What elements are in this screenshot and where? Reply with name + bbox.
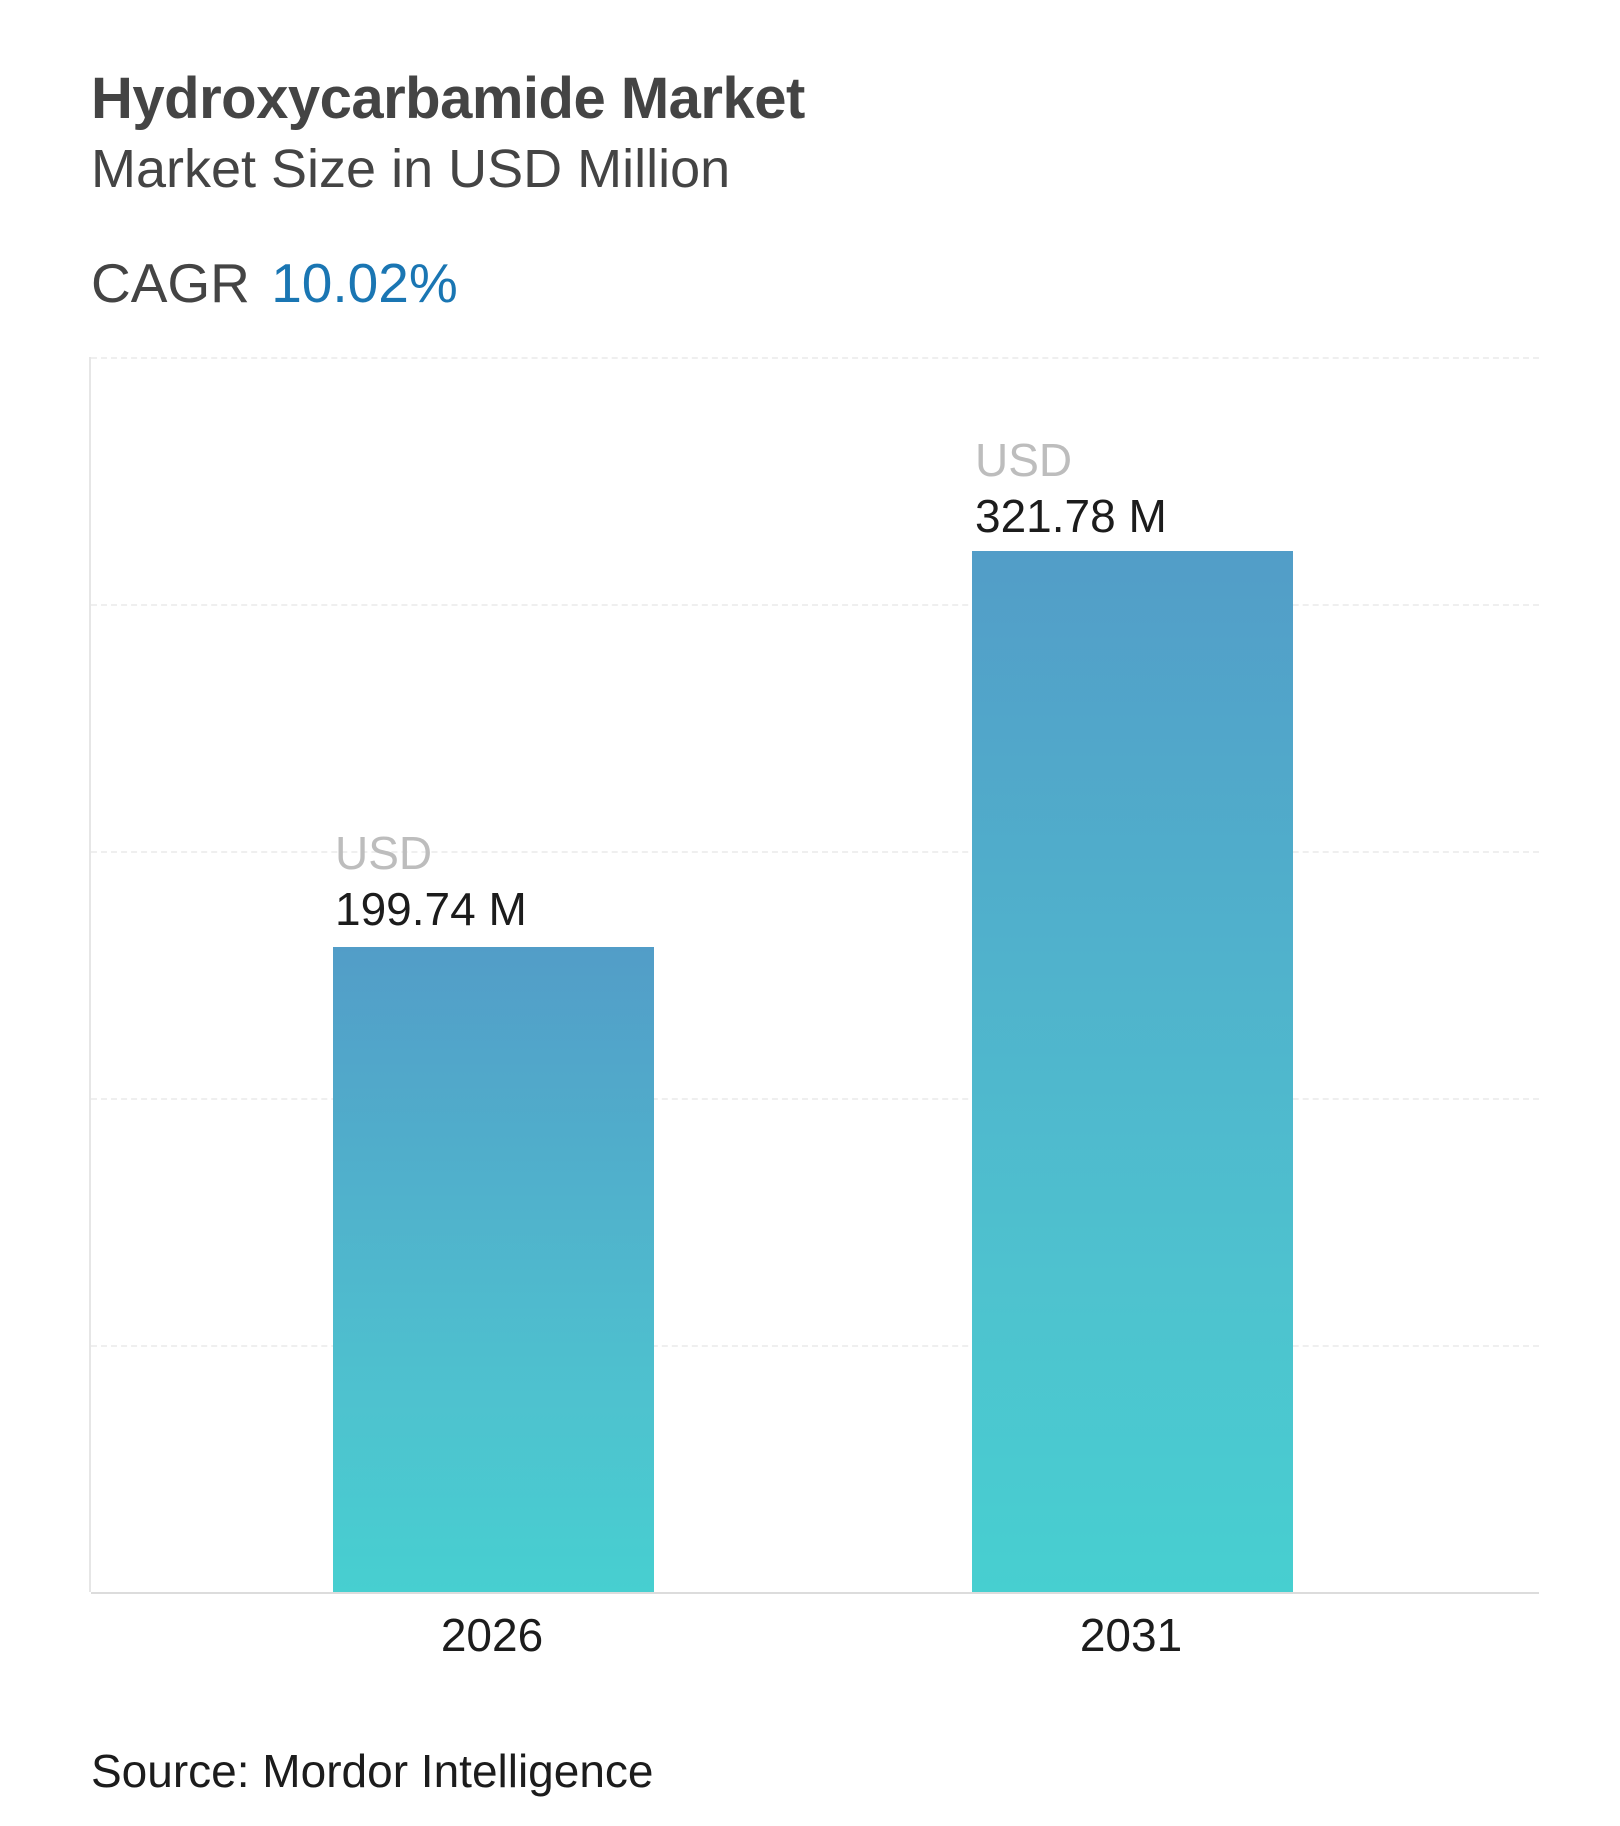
cagr-label: CAGR (91, 252, 250, 314)
gridline (91, 1345, 1539, 1347)
cagr-annotation: CAGR 10.02% (91, 256, 458, 311)
bar-2031 (972, 551, 1293, 1592)
gridline (91, 357, 1539, 359)
value-label: 321.78 M (975, 490, 1167, 542)
source-note: Source: Mordor Intelligence (91, 1745, 654, 1797)
value-label: 199.74 M (335, 883, 527, 935)
bar-label-2031: USD 321.78 M (975, 437, 1167, 539)
x-tick-2026: 2026 (440, 1609, 544, 1661)
x-axis-line (91, 1592, 1539, 1594)
gridline (91, 1098, 1539, 1100)
cagr-value: 10.02% (271, 252, 458, 314)
x-tick-2031: 2031 (1079, 1609, 1183, 1661)
currency-label: USD (335, 827, 433, 879)
bar-label-2026: USD 199.74 M (335, 830, 527, 932)
chart-title: Hydroxycarbamide Market (91, 66, 805, 131)
plot-area: USD 199.74 M USD 321.78 M (89, 357, 1539, 1594)
gridline (91, 851, 1539, 853)
gridline (91, 604, 1539, 606)
chart-subtitle: Market Size in USD Million (91, 139, 731, 199)
currency-label: USD (975, 434, 1073, 486)
bar-2026 (333, 947, 654, 1592)
